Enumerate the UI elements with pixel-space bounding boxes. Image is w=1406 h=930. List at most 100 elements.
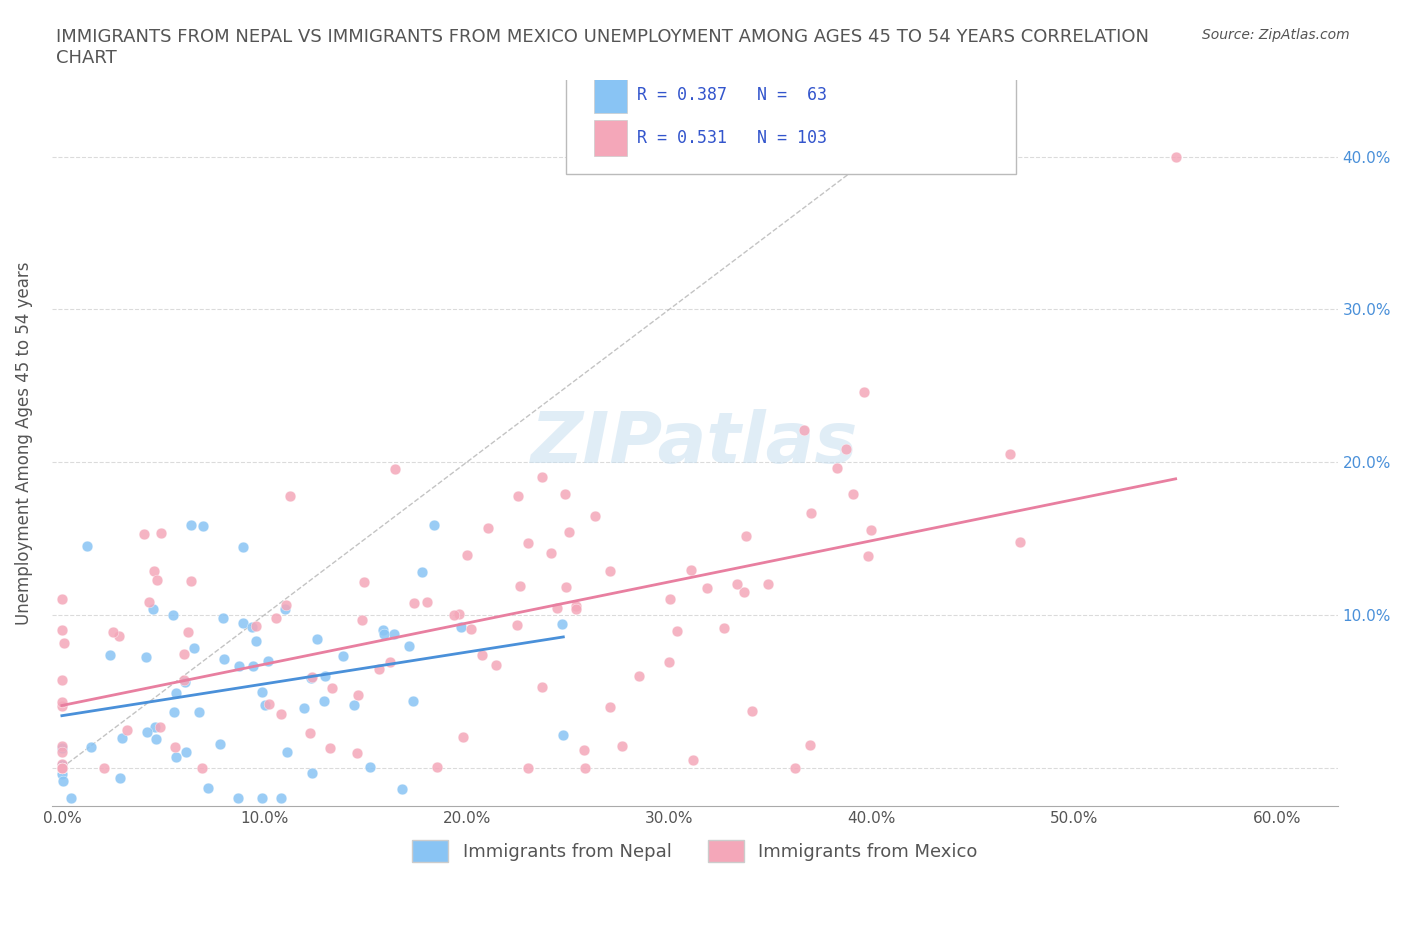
Point [76,538,98,553]
Point [725,577,748,591]
Point [554,486,576,501]
Point [211,610,233,625]
Point [51,767,73,782]
Point [52,635,75,650]
Point [299,671,322,685]
Point [456,548,478,563]
Point [232,540,254,555]
Point [146,573,169,588]
Point [93,761,115,776]
Point [658,654,681,669]
Point [276,744,298,759]
Point [734,528,756,543]
Point [301,670,323,684]
Point [447,607,470,622]
Point [314,669,336,684]
Point [612,738,634,753]
Point [353,575,375,590]
Point [799,737,821,752]
Point [516,761,538,776]
Point [423,517,446,532]
Point [477,520,499,535]
Point [51,761,73,776]
Legend: Immigrants from Nepal, Immigrants from Mexico: Immigrants from Nepal, Immigrants from M… [405,833,984,870]
Point [1000,446,1022,461]
Point [546,601,568,616]
Text: Source: ZipAtlas.com: Source: ZipAtlas.com [1202,28,1350,42]
Point [574,761,596,776]
Text: IMMIGRANTS FROM NEPAL VS IMMIGRANTS FROM MEXICO UNEMPLOYMENT AMONG AGES 45 TO 54: IMMIGRANTS FROM NEPAL VS IMMIGRANTS FROM… [56,28,1149,67]
Point [1010,535,1032,550]
Point [176,625,198,640]
Point [741,703,763,718]
Point [165,750,187,764]
Point [450,619,472,634]
Point [150,526,173,541]
Point [299,725,322,740]
Point [509,578,531,593]
Point [142,602,165,617]
Point [214,651,236,666]
Point [682,752,704,767]
Point [51,758,73,773]
Point [401,694,423,709]
Point [250,684,273,699]
Point [321,681,343,696]
Point [565,598,588,613]
Point [135,650,157,665]
Text: R = 0.531   N = 103: R = 0.531 N = 103 [637,129,827,147]
Point [51,756,73,771]
Point [143,719,166,734]
Point [191,761,214,776]
Point [426,760,449,775]
Text: R = 0.387   N =  63: R = 0.387 N = 63 [637,86,827,103]
Point [145,732,167,747]
Point [174,674,197,689]
Point [278,488,301,503]
Point [443,608,465,623]
Point [346,745,368,760]
Point [485,658,508,672]
Point [332,649,354,664]
Point [628,669,651,684]
Point [347,687,370,702]
Point [253,698,276,712]
Point [793,423,815,438]
Point [350,612,373,627]
Point [785,761,807,776]
Point [555,579,578,594]
Point [398,639,420,654]
Point [51,761,73,776]
Point [245,618,267,633]
Point [257,697,280,711]
Point [59,790,82,805]
Point [307,631,329,646]
Point [134,527,156,542]
Point [115,723,138,737]
Point [658,592,681,607]
Point [180,574,202,589]
Point [314,694,336,709]
Point [301,765,323,780]
Point [138,594,160,609]
Point [257,654,280,669]
Point [373,623,395,638]
Point [165,685,187,700]
Point [142,564,165,578]
Point [506,618,529,632]
Point [232,616,254,631]
Point [856,549,879,564]
FancyBboxPatch shape [595,76,627,113]
Point [51,745,73,760]
Point [240,620,263,635]
Point [583,509,606,524]
Point [367,661,389,676]
Point [665,623,688,638]
Point [471,647,494,662]
Point [209,737,232,751]
Point [51,761,73,776]
Point [599,564,621,578]
Point [51,761,73,776]
Point [228,658,250,673]
Point [52,774,75,789]
